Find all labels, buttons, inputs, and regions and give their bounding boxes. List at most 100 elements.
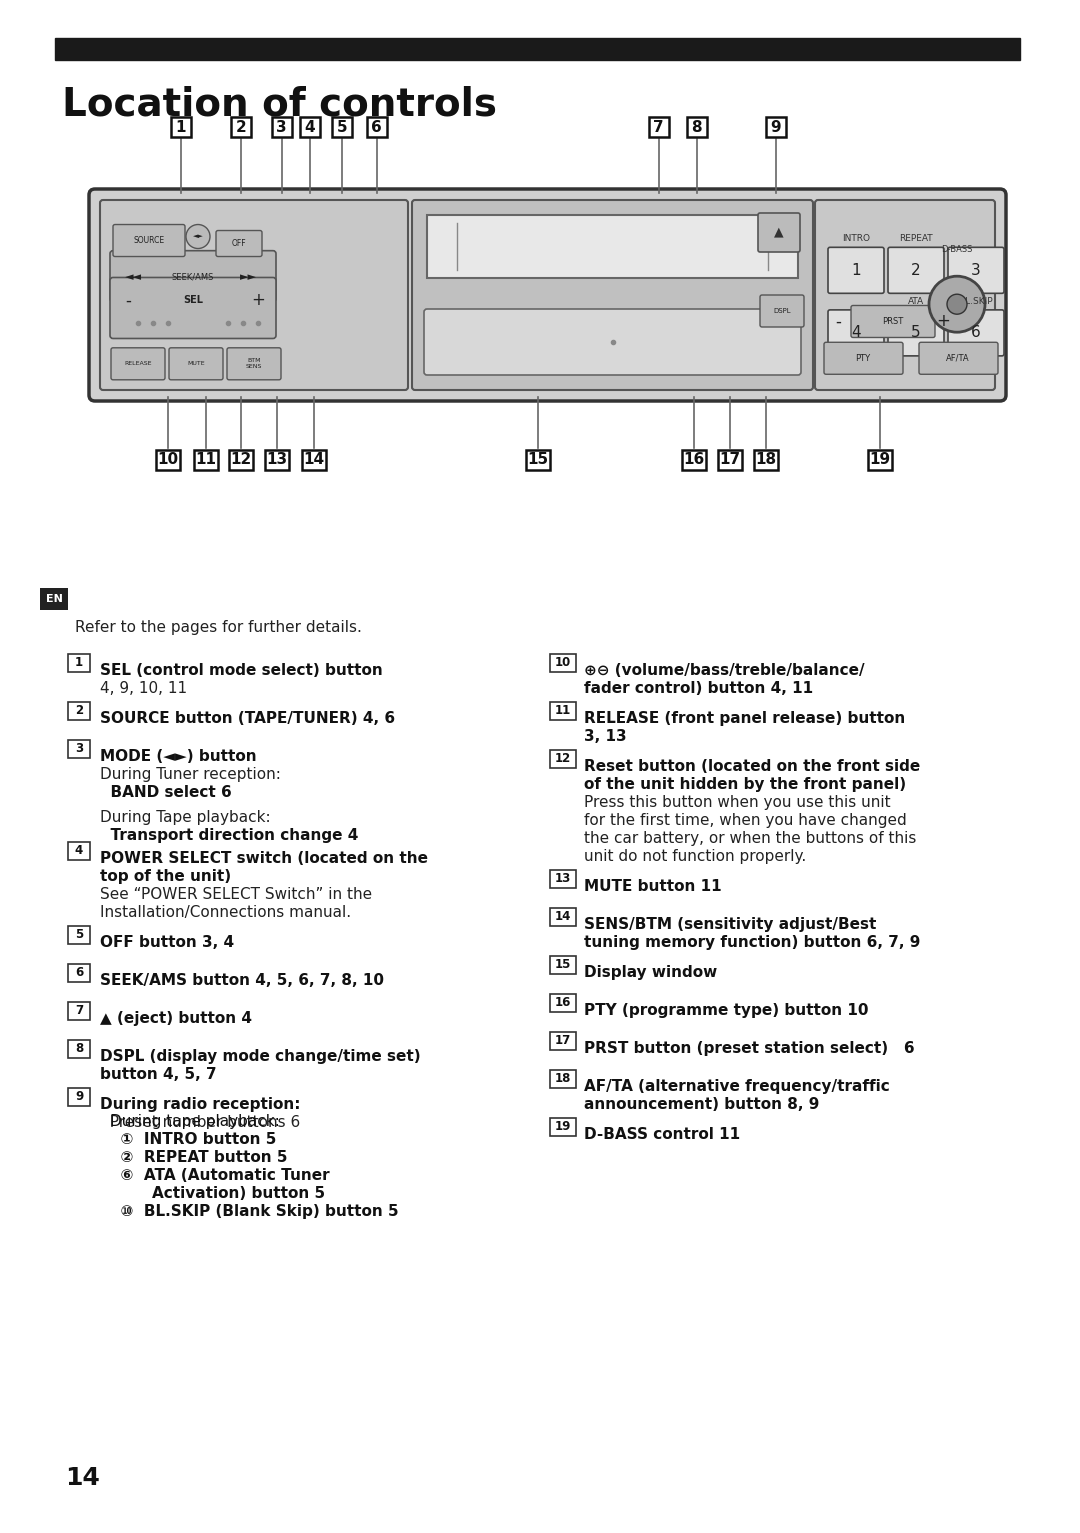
Text: of the unit hidden by the front panel): of the unit hidden by the front panel) [584, 777, 906, 793]
Text: ◄►: ◄► [192, 233, 203, 239]
Bar [550, 1032, 576, 1050]
Bar [754, 451, 778, 471]
Text: +: + [251, 291, 265, 310]
Text: 6: 6 [372, 120, 382, 135]
Text: PRST button (preset station select)   6: PRST button (preset station select) 6 [584, 1041, 915, 1056]
Text: ⑩  BL.SKIP (Blank Skip) button 5: ⑩ BL.SKIP (Blank Skip) button 5 [110, 1203, 399, 1219]
Text: 16: 16 [555, 996, 571, 1010]
Text: 14: 14 [303, 452, 324, 468]
Text: RELEASE (front panel release) button: RELEASE (front panel release) button [584, 711, 905, 727]
Text: POWER SELECT switch (located on the: POWER SELECT switch (located on the [100, 851, 428, 866]
Text: 14: 14 [555, 911, 571, 923]
Text: 1: 1 [176, 120, 186, 135]
Bar [68, 740, 90, 757]
Text: 1: 1 [75, 656, 83, 670]
Text: 12: 12 [230, 452, 252, 468]
Text: fader control) button 4, 11: fader control) button 4, 11 [584, 681, 813, 696]
Bar [68, 1003, 90, 1019]
Text: During radio reception:: During radio reception: [100, 1098, 300, 1111]
Bar [550, 655, 576, 671]
FancyBboxPatch shape [815, 199, 995, 389]
Circle shape [947, 294, 967, 314]
Text: ◄◄: ◄◄ [124, 271, 141, 282]
Text: button 4, 5, 7: button 4, 5, 7 [100, 1067, 217, 1082]
Text: 2: 2 [75, 705, 83, 717]
Text: MUTE: MUTE [187, 362, 205, 366]
Text: BL.SKIP: BL.SKIP [959, 297, 993, 307]
Text: D-BASS control 11: D-BASS control 11 [584, 1127, 740, 1142]
Text: Activation) button 5: Activation) button 5 [110, 1187, 325, 1200]
Text: PRST: PRST [882, 317, 904, 327]
Text: -: - [125, 291, 131, 310]
Bar [681, 451, 706, 471]
Text: 12: 12 [555, 753, 571, 765]
Bar [333, 117, 352, 136]
Bar [68, 1039, 90, 1058]
Text: top of the unit): top of the unit) [100, 869, 231, 885]
Bar [302, 451, 326, 471]
Bar [156, 451, 179, 471]
FancyBboxPatch shape [100, 199, 408, 389]
Text: SEL (control mode select) button: SEL (control mode select) button [100, 662, 382, 678]
Text: SEL: SEL [183, 296, 203, 305]
Text: ②  REPEAT button 5: ② REPEAT button 5 [110, 1150, 287, 1165]
Text: 8: 8 [75, 1042, 83, 1056]
Bar [550, 1070, 576, 1088]
FancyBboxPatch shape [113, 224, 185, 256]
FancyBboxPatch shape [89, 189, 1005, 402]
Text: Reset button (located on the front side: Reset button (located on the front side [584, 759, 920, 774]
Text: ▲: ▲ [774, 225, 784, 239]
Text: 14: 14 [65, 1466, 99, 1490]
Text: 5: 5 [337, 120, 348, 135]
FancyBboxPatch shape [851, 305, 935, 337]
Text: 2: 2 [235, 120, 246, 135]
Bar [68, 1088, 90, 1105]
Bar [271, 117, 292, 136]
Text: OFF button 3, 4: OFF button 3, 4 [100, 935, 234, 950]
Text: ⊕⊖ (volume/bass/treble/balance/: ⊕⊖ (volume/bass/treble/balance/ [584, 662, 865, 678]
Text: During Tape playback:: During Tape playback: [100, 811, 271, 825]
Text: 17: 17 [555, 1035, 571, 1047]
Text: 3, 13: 3, 13 [584, 730, 626, 744]
Text: 4, 9, 10, 11: 4, 9, 10, 11 [100, 681, 187, 696]
Text: EN: EN [45, 593, 63, 604]
FancyBboxPatch shape [216, 230, 262, 256]
Text: 19: 19 [869, 452, 891, 468]
Text: Preset number buttons 6: Preset number buttons 6 [100, 1114, 300, 1130]
Bar [550, 871, 576, 888]
Text: DSPL (display mode change/time set): DSPL (display mode change/time set) [100, 1049, 420, 1064]
Text: BTM
SENS: BTM SENS [246, 359, 262, 369]
Circle shape [929, 276, 985, 333]
Text: SOURCE: SOURCE [134, 236, 164, 245]
Text: 2: 2 [912, 262, 921, 277]
Text: 6: 6 [971, 325, 981, 340]
FancyBboxPatch shape [227, 348, 281, 380]
FancyBboxPatch shape [168, 348, 222, 380]
Bar [171, 117, 191, 136]
Bar [868, 451, 892, 471]
Text: Display window: Display window [584, 964, 717, 980]
Text: 4: 4 [305, 120, 315, 135]
Text: 17: 17 [719, 452, 741, 468]
Text: 3: 3 [971, 262, 981, 277]
Text: 11: 11 [555, 705, 571, 717]
Bar [687, 117, 706, 136]
Text: ①  INTRO button 5: ① INTRO button 5 [110, 1131, 276, 1147]
FancyBboxPatch shape [948, 247, 1004, 293]
Text: 19: 19 [555, 1121, 571, 1133]
Bar [550, 908, 576, 926]
Text: MODE (◄►) button: MODE (◄►) button [100, 750, 257, 763]
Text: +: + [936, 313, 950, 331]
Bar [550, 702, 576, 721]
Text: AF/TA: AF/TA [946, 354, 970, 363]
Bar [229, 451, 253, 471]
FancyBboxPatch shape [110, 277, 276, 339]
Text: Refer to the pages for further details.: Refer to the pages for further details. [75, 619, 362, 635]
Text: PTY (programme type) button 10: PTY (programme type) button 10 [584, 1003, 868, 1018]
FancyBboxPatch shape [111, 348, 165, 380]
Text: 4: 4 [851, 325, 861, 340]
Text: DSPL: DSPL [773, 308, 791, 314]
Bar [427, 215, 798, 277]
Text: 10: 10 [157, 452, 178, 468]
Text: Press this button when you use this unit: Press this button when you use this unit [584, 796, 891, 809]
